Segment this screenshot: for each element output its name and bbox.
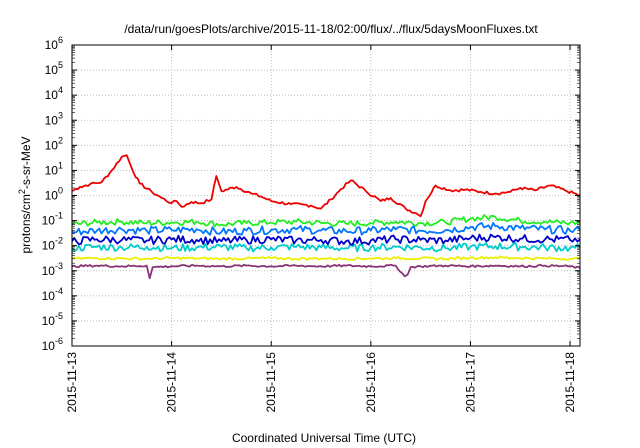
x-tick-label: 2015-11-14 — [165, 352, 179, 413]
y-tick-base: 10 — [42, 314, 56, 328]
series-line — [71, 233, 581, 246]
series-group — [71, 154, 581, 280]
y-tick-label: 100 — [45, 186, 63, 203]
y-tick-label: 103 — [45, 110, 63, 127]
y-tick-exp: -5 — [55, 311, 63, 321]
y-tick-exp: 3 — [58, 110, 63, 120]
y-axis-ticks: 10610510410310210110010-110-210-310-410-… — [42, 35, 580, 353]
x-tick-label: 2015-11-17 — [463, 352, 477, 413]
x-tick-label: 2015-11-18 — [563, 352, 577, 413]
y-tick-exp: -6 — [55, 336, 63, 346]
series-line — [71, 242, 581, 253]
y-tick-exp: -4 — [55, 286, 63, 296]
series-line — [71, 221, 581, 236]
y-tick-exp: 5 — [58, 60, 63, 70]
y-tick-exp: -3 — [55, 261, 63, 271]
y-tick-base: 10 — [42, 239, 56, 253]
y-axis-label-pre: protons/cm — [19, 194, 33, 253]
y-tick-exp: -1 — [55, 211, 63, 221]
y-tick-base: 10 — [45, 189, 59, 203]
y-tick-label: 10-6 — [42, 336, 63, 353]
y-axis-label-post: -s-sr-MeV — [19, 136, 33, 189]
y-tick-base: 10 — [45, 88, 59, 102]
y-tick-base: 10 — [42, 214, 56, 228]
y-tick-base: 10 — [45, 113, 59, 127]
chart-title: /data/run/goesPlots/archive/2015-11-18/0… — [124, 22, 538, 36]
y-tick-exp: -2 — [55, 236, 63, 246]
y-tick-label: 101 — [45, 160, 63, 177]
plot-frame — [71, 44, 581, 347]
y-tick-label: 10-5 — [42, 311, 63, 328]
series-line — [71, 154, 581, 218]
y-tick-base: 10 — [45, 163, 59, 177]
y-axis-label: protons/cm2-s-sr-MeV — [17, 136, 33, 253]
x-axis-label: Coordinated Universal Time (UTC) — [232, 431, 416, 445]
grid — [72, 45, 580, 346]
x-tick-label: 2015-11-13 — [65, 352, 79, 413]
y-tick-exp: 4 — [58, 85, 63, 95]
series-line — [71, 255, 581, 261]
y-tick-label: 10-3 — [42, 261, 63, 278]
y-tick-label: 10-4 — [42, 286, 63, 303]
y-tick-base: 10 — [45, 38, 59, 52]
y-tick-base: 10 — [45, 63, 59, 77]
y-axis-label-sup: 2 — [17, 189, 27, 194]
y-tick-base: 10 — [42, 339, 56, 353]
y-tick-label: 10-2 — [42, 236, 63, 253]
y-tick-exp: 6 — [58, 35, 63, 45]
y-tick-exp: 2 — [58, 135, 63, 145]
y-tick-label: 10-1 — [42, 211, 63, 228]
y-tick-base: 10 — [42, 264, 56, 278]
y-tick-label: 104 — [45, 85, 63, 102]
x-tick-label: 2015-11-16 — [364, 352, 378, 413]
y-tick-exp: 0 — [58, 186, 63, 196]
series-line — [71, 214, 581, 228]
y-tick-label: 105 — [45, 60, 63, 77]
series-line — [71, 263, 581, 280]
x-tick-label: 2015-11-15 — [264, 352, 278, 413]
y-tick-base: 10 — [45, 138, 59, 152]
y-tick-label: 106 — [45, 35, 63, 52]
y-tick-base: 10 — [42, 289, 56, 303]
y-tick-label: 102 — [45, 135, 63, 152]
y-tick-exp: 1 — [58, 160, 63, 170]
x-axis-ticks: 2015-11-13 2015-11-14 2015-11-15 2015-11-16… — [65, 45, 577, 413]
